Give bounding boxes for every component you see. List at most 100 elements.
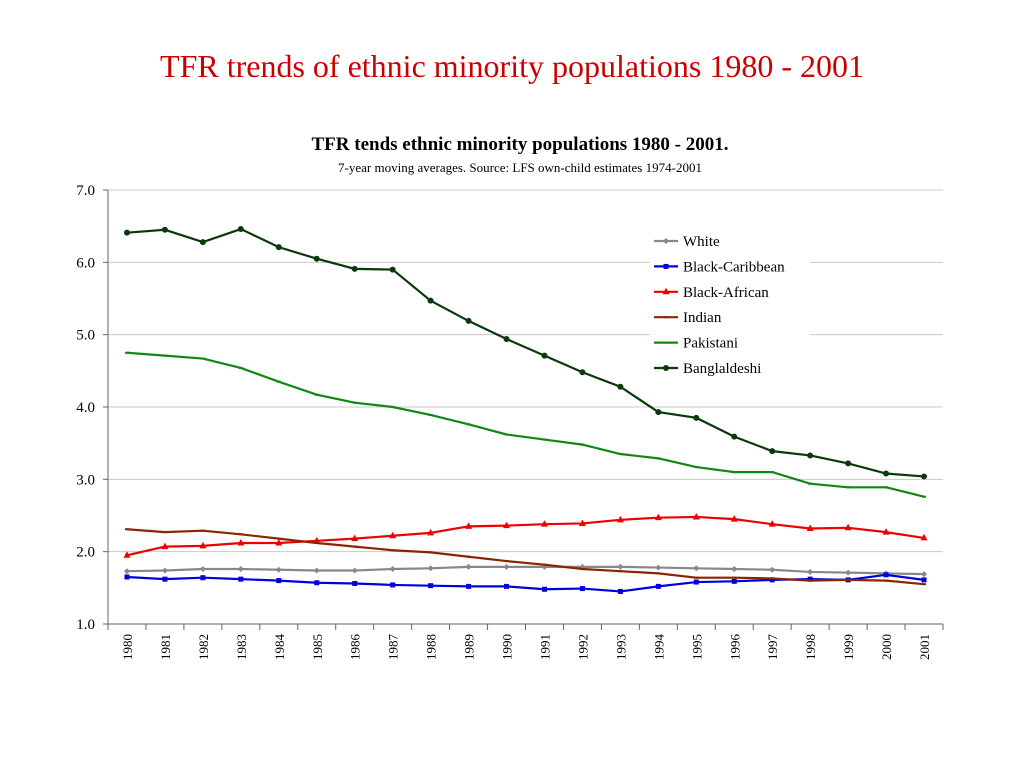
data-point [920,533,928,541]
data-point [578,519,586,526]
data-point [694,576,699,579]
data-point [921,473,928,480]
data-point [314,580,320,586]
data-point [769,577,775,583]
data-point [428,551,433,554]
data-point [390,582,396,588]
data-point [237,538,245,546]
legend: White Black-Caribbean Black-African Indian P… [650,229,810,381]
data-point [238,366,243,369]
data-point [199,541,207,549]
y-tick-label: 4.0 [76,400,95,416]
x-tick-label: 2000 [879,634,894,660]
data-point [428,413,433,416]
x-tick-label: 2001 [917,634,932,660]
x-tick-label: 1997 [765,634,780,661]
data-point [769,566,776,573]
data-point [199,239,206,246]
legend-item: Black-Caribbean [654,259,785,275]
data-point [808,579,813,582]
data-point [693,579,699,585]
x-tick-label: 1996 [727,634,742,661]
data-point [314,541,319,544]
data-point [238,533,243,536]
x-tick-label: 1984 [272,634,287,661]
data-point [275,566,282,573]
data-point [541,586,547,592]
data-point [769,448,776,455]
data-point [655,409,662,416]
x-tick-label: 1993 [613,634,628,660]
data-point [200,357,205,360]
data-point [351,534,359,542]
data-point [427,528,435,536]
data-point [352,401,357,404]
data-point [664,341,668,344]
data-point [275,244,282,251]
data-point [844,523,852,531]
data-point [314,393,319,396]
data-point [663,365,669,371]
data-point [663,238,669,244]
data-point [845,569,852,576]
data-point [123,229,130,236]
data-point [161,567,168,574]
data-point [503,521,511,529]
x-tick-label: 1995 [689,634,704,660]
data-point [200,529,205,532]
data-point [503,563,510,570]
data-point [618,453,623,456]
data-point [541,352,548,359]
data-point [123,551,131,558]
data-point [542,563,547,566]
series-white [123,563,928,578]
data-point [390,406,395,408]
data-point [732,576,737,579]
data-point [693,565,700,572]
legend-box [650,229,810,381]
y-tick-label: 6.0 [76,255,95,271]
data-point [465,317,472,324]
data-point [427,565,434,572]
series-black-caribbean [124,572,927,594]
legend-label: Banglaldeshi [683,361,761,377]
data-point [807,452,814,459]
legend-item: White [654,234,720,250]
data-point [124,574,130,580]
data-point [731,566,738,573]
data-point [694,466,699,469]
series-pakistani [124,351,927,498]
data-point [351,567,358,574]
data-point [162,531,167,534]
data-point [466,583,472,589]
data-point [846,486,851,489]
data-point [922,495,927,498]
data-point [504,583,510,589]
data-point [352,580,358,586]
data-point [428,583,434,589]
data-point [465,522,473,529]
data-point [237,226,244,233]
data-point [617,588,623,594]
x-tick-label: 1982 [196,634,211,660]
series-black-african [123,512,928,558]
legend-item: Black-African [654,285,769,301]
series-banglaldeshi [123,226,928,480]
legend-item: Pakistani [654,336,738,352]
data-point [504,560,509,563]
data-point [770,471,775,474]
legend-item: Indian [654,310,722,326]
series-line-white [126,565,925,576]
x-tick-label: 1999 [841,634,856,660]
data-point [542,438,547,441]
data-point [807,576,813,582]
data-point [237,566,244,573]
x-tick-label: 1989 [462,634,477,660]
data-point [731,578,737,584]
data-point [238,576,244,582]
gridlines [108,189,943,553]
x-tick-label: 1990 [500,634,515,660]
data-point [427,297,434,304]
data-point [662,287,670,295]
